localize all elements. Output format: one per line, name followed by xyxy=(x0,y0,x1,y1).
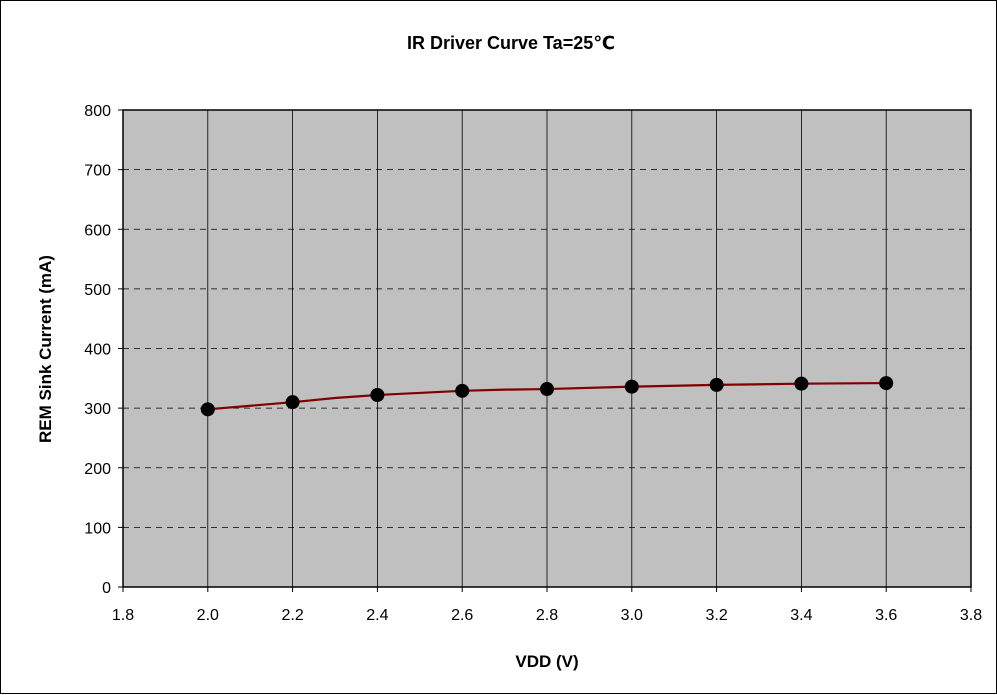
y-tick-labels: 0 100 200 300 400 500 600 700 800 xyxy=(84,103,123,597)
x-tick-label: 1.8 xyxy=(112,607,134,624)
data-point xyxy=(709,377,724,392)
x-tick-label: 3.8 xyxy=(960,607,982,624)
data-point xyxy=(285,395,300,410)
x-axis-label: VDD (V) xyxy=(515,652,578,671)
data-point xyxy=(200,402,215,417)
data-point xyxy=(879,376,894,391)
x-tick-label: 2.8 xyxy=(536,607,558,624)
data-point xyxy=(624,379,639,394)
y-tick-label: 600 xyxy=(84,222,111,239)
x-tick-label: 3.6 xyxy=(875,607,897,624)
x-tick-label: 2.0 xyxy=(197,607,219,624)
x-tick-label: 3.2 xyxy=(705,607,727,624)
y-tick-label: 500 xyxy=(84,282,111,299)
data-point xyxy=(370,388,385,403)
data-point xyxy=(794,376,809,391)
y-tick-label: 100 xyxy=(84,520,111,537)
y-tick-label: 400 xyxy=(84,342,111,359)
x-tick-label: 2.2 xyxy=(281,607,303,624)
x-tick-label: 2.4 xyxy=(366,607,388,624)
series-group xyxy=(200,376,894,417)
y-axis-label: REM Sink Current (mA) xyxy=(36,255,55,443)
grid xyxy=(123,110,971,587)
y-tick-label: 300 xyxy=(84,401,111,418)
chart-title: IR Driver Curve Ta=25℃ xyxy=(407,33,615,53)
x-tick-labels: 1.8 2.0 2.2 2.4 2.6 2.8 3.0 3.2 3.4 3.6 3.8 xyxy=(112,587,982,624)
data-point xyxy=(455,383,470,398)
y-tick-label: 700 xyxy=(84,163,111,180)
y-tick-label: 800 xyxy=(84,103,111,120)
x-tick-label: 2.6 xyxy=(451,607,473,624)
y-tick-label: 200 xyxy=(84,461,111,478)
x-tick-label: 3.4 xyxy=(790,607,812,624)
x-tick-label: 3.0 xyxy=(621,607,643,624)
y-tick-label: 0 xyxy=(102,580,111,597)
data-point xyxy=(540,382,554,397)
series-line xyxy=(207,381,887,411)
